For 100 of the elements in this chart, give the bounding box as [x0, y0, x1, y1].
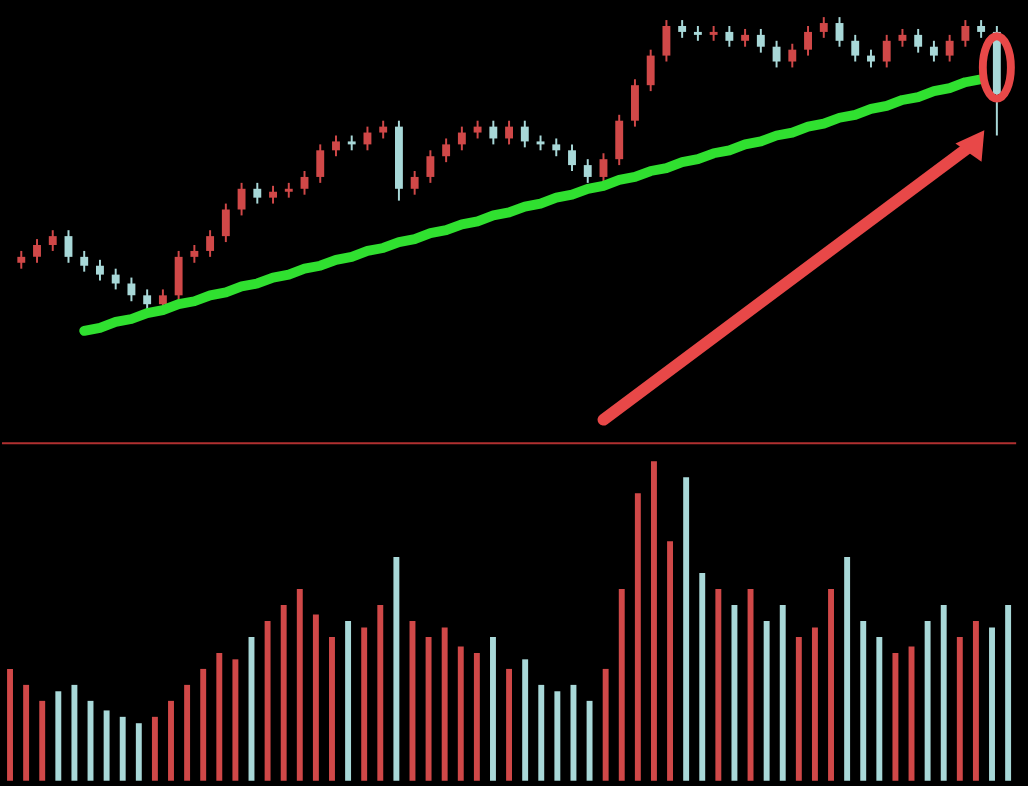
candlestick [568, 143, 576, 173]
bar [184, 684, 191, 781]
bar [23, 684, 30, 781]
bar [731, 605, 738, 781]
candlestick [929, 39, 938, 63]
candlestick [804, 25, 812, 57]
candlestick [64, 229, 73, 264]
candlestick [332, 134, 340, 158]
candlestick [914, 27, 923, 54]
bar [892, 652, 899, 781]
candlestick [756, 27, 765, 54]
bar [264, 620, 271, 781]
bar [940, 605, 947, 781]
candlestick [662, 19, 671, 63]
candlestick [646, 48, 655, 93]
candlestick [221, 202, 230, 244]
candlestick [772, 39, 781, 69]
bar [506, 668, 513, 781]
candlestick [410, 170, 419, 196]
bar [312, 614, 319, 781]
bar [232, 659, 239, 781]
candlestick [945, 33, 954, 63]
bar [329, 636, 335, 781]
candlestick [631, 78, 639, 128]
bar [683, 477, 690, 781]
bar [763, 620, 770, 781]
bar [345, 620, 352, 781]
bar [699, 573, 706, 781]
bar [860, 620, 867, 781]
bar [55, 691, 62, 781]
candlestick [615, 113, 624, 167]
candlestick [599, 152, 608, 184]
candlestick [206, 229, 215, 258]
bar [119, 716, 126, 781]
candlestick [253, 181, 262, 205]
bar [1005, 605, 1012, 781]
bar [972, 620, 979, 781]
bar [490, 636, 496, 781]
bar [667, 541, 674, 781]
candlestick [725, 25, 734, 48]
bar [618, 589, 625, 781]
candlestick [96, 258, 104, 282]
candlestick [442, 137, 451, 164]
bar [650, 461, 657, 781]
candlestick [457, 125, 466, 152]
bar [876, 636, 883, 781]
candlestick [300, 170, 309, 196]
bar [103, 710, 110, 781]
bar [538, 684, 545, 781]
bar [811, 627, 818, 781]
bar [795, 636, 802, 781]
bar [924, 620, 931, 781]
bar [586, 700, 593, 781]
bar [200, 668, 207, 781]
candlestick [174, 249, 183, 303]
bar [377, 605, 384, 781]
bar [425, 636, 432, 781]
bar [216, 652, 223, 781]
candlestick [851, 33, 860, 63]
bar [844, 557, 851, 781]
candlestick [426, 149, 435, 184]
bar [956, 636, 963, 781]
candlestick [489, 119, 498, 146]
bar [473, 652, 480, 781]
bar [828, 589, 834, 781]
bar [715, 589, 722, 781]
bar [39, 700, 46, 781]
candlestick [316, 143, 325, 184]
bar [441, 627, 448, 781]
candlestick [819, 16, 828, 39]
bar [393, 557, 400, 781]
candlestick [583, 158, 592, 184]
bar [168, 700, 174, 781]
candlestick [237, 181, 246, 217]
bar [280, 605, 287, 781]
bar [602, 668, 609, 781]
candlestick [520, 119, 529, 149]
bar [135, 723, 142, 781]
bar [71, 684, 78, 781]
candlestick [505, 119, 514, 146]
bar [151, 716, 158, 781]
bar [634, 493, 641, 781]
candlestick [835, 16, 844, 48]
candlestick [961, 19, 970, 48]
bar [361, 627, 368, 781]
candlestick [788, 42, 797, 69]
bar [296, 589, 303, 781]
bar [989, 627, 995, 781]
bar [7, 668, 13, 781]
candlestick [33, 238, 41, 264]
bar [779, 605, 786, 781]
bar [522, 659, 529, 781]
candlestick [127, 276, 136, 303]
candlestick [882, 33, 891, 69]
bar [457, 646, 464, 781]
candlestick [111, 267, 120, 291]
candlestick [48, 229, 57, 252]
bar [554, 691, 561, 781]
bar [747, 589, 754, 781]
candlestick [80, 249, 89, 273]
